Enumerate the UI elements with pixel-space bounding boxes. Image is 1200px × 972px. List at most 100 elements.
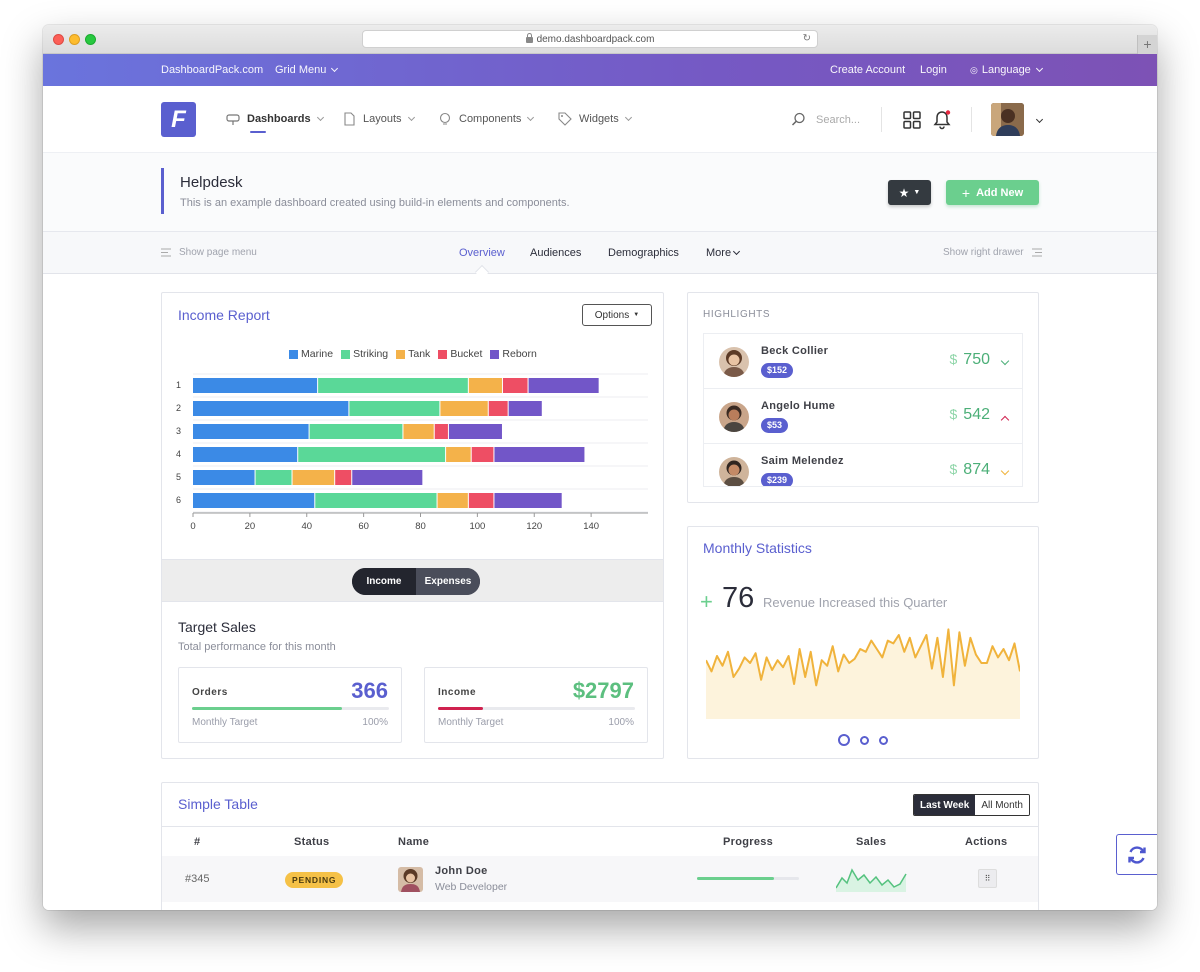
highlight-name: Saim Melendez <box>761 455 844 467</box>
browser-titlebar: demo.dashboardpack.com ↻ + <box>43 25 1157 54</box>
user-avatar[interactable] <box>991 103 1024 136</box>
page-title: Helpdesk <box>180 174 243 191</box>
grid-apps-icon[interactable] <box>903 111 921 129</box>
refresh-floating-button[interactable] <box>1116 834 1157 875</box>
header-search[interactable]: Search... <box>791 112 860 127</box>
carousel-dot[interactable] <box>860 735 869 745</box>
login-link[interactable]: Login <box>920 64 947 76</box>
lock-icon <box>525 33 533 43</box>
monthly-statistics-title: Monthly Statistics <box>703 540 812 556</box>
income-toggle-button[interactable]: Income <box>352 568 416 595</box>
income-target-label: Monthly Target <box>438 717 504 728</box>
chevron-down-icon <box>316 113 324 121</box>
chevron-down-icon[interactable] <box>1035 115 1044 124</box>
legend-item[interactable]: Marine <box>289 348 333 360</box>
avatar-photo <box>398 867 423 892</box>
table-row[interactable]: #345 PENDING John Doe Web Developer ⠿ <box>162 856 1038 902</box>
highlights-card: HIGHLIGHTS Beck Collier $152 $750 Angelo… <box>687 292 1039 503</box>
search-icon <box>791 112 805 126</box>
minimize-window-button[interactable] <box>69 34 80 45</box>
options-button[interactable]: Options ▼ <box>582 304 652 326</box>
orders-target-percent: 100% <box>362 717 388 728</box>
bar-segment <box>193 493 315 508</box>
brand-link[interactable]: DashboardPack.com <box>161 64 264 76</box>
search-placeholder: Search... <box>816 113 861 126</box>
chevron-down-icon <box>1000 356 1010 366</box>
tab-demographics[interactable]: Demographics <box>608 247 679 259</box>
nav-layouts-label: Layouts <box>363 113 402 125</box>
show-page-menu-button[interactable]: Show page menu <box>161 247 257 258</box>
bell-icon[interactable] <box>933 109 953 130</box>
caret-down-icon: ▼ <box>913 189 921 196</box>
highlight-name: Beck Collier <box>761 345 829 357</box>
y-tick-label: 3 <box>176 426 181 436</box>
sparkline-line <box>706 628 1020 687</box>
bar-segment <box>403 424 434 439</box>
new-tab-button[interactable]: + <box>1137 35 1157 54</box>
nav-layouts[interactable]: Layouts <box>342 112 415 126</box>
tab-more[interactable]: More <box>706 247 741 259</box>
favorite-dropdown-button[interactable]: ★ ▼ <box>888 180 931 205</box>
legend-label: Marine <box>301 348 334 360</box>
currency-symbol: $ <box>949 461 958 477</box>
address-bar[interactable]: demo.dashboardpack.com ↻ <box>362 30 818 48</box>
bar-segment <box>434 424 448 439</box>
orders-label: Orders <box>192 687 228 698</box>
bar-segment <box>437 493 468 508</box>
dots-icon: ⠿ <box>984 874 991 883</box>
close-window-button[interactable] <box>53 34 64 45</box>
income-stat: Income $2797 Monthly Target 100% <box>424 667 648 743</box>
grid-menu-dropdown[interactable]: Grid Menu <box>275 64 339 76</box>
create-account-link[interactable]: Create Account <box>830 64 906 76</box>
carousel-dot[interactable] <box>879 735 888 745</box>
legend-swatch <box>341 349 351 359</box>
row-progress-track <box>697 877 799 880</box>
highlight-badge: $152 <box>761 363 794 378</box>
show-right-drawer-label: Show right drawer <box>943 247 1024 258</box>
logo[interactable]: F <box>161 102 196 137</box>
legend-item[interactable]: Reborn <box>490 348 537 360</box>
show-right-drawer-button[interactable]: Show right drawer <box>943 247 1042 258</box>
carousel-dot[interactable] <box>838 734 850 746</box>
legend-item[interactable]: Bucket <box>438 348 482 360</box>
legend-label: Tank <box>408 348 431 360</box>
highlight-item[interactable]: Angelo Hume $53 $542 <box>704 389 1022 444</box>
row-actions-button[interactable]: ⠿ <box>978 869 997 888</box>
income-report-card: Income Report Options ▼ Marine Striking Tan… <box>161 292 664 759</box>
bar-segment <box>193 447 298 462</box>
bar-segment <box>255 470 292 485</box>
reload-icon[interactable]: ↻ <box>802 33 811 44</box>
legend-item[interactable]: Striking <box>341 348 388 360</box>
last-week-button[interactable]: Last Week <box>914 795 976 815</box>
legend-label: Bucket <box>450 348 483 360</box>
y-tick-label: 4 <box>176 449 181 459</box>
bar-segment <box>471 447 494 462</box>
bar-segment <box>488 401 508 416</box>
nav-widgets[interactable]: Widgets <box>558 112 632 126</box>
bar-segment <box>315 493 437 508</box>
dashboard-content: Income Report Options ▼ Marine Striking Tan… <box>43 274 1157 910</box>
add-new-button[interactable]: + Add New <box>946 180 1039 205</box>
amount-value: 874 <box>963 461 990 478</box>
avatar-photo <box>719 402 749 432</box>
highlight-item[interactable]: Beck Collier $152 $750 <box>704 334 1022 389</box>
orders-progress-track <box>192 707 389 710</box>
chevron-down-icon <box>1000 466 1010 476</box>
highlight-item[interactable]: Saim Melendez $239 $874 <box>704 444 1022 486</box>
increase-sign: + <box>700 589 713 614</box>
language-dropdown[interactable]: ◎ Language <box>970 64 1043 76</box>
tab-audiences[interactable]: Audiences <box>530 247 582 259</box>
maximize-window-button[interactable] <box>85 34 96 45</box>
highlight-amount: $750 <box>950 351 991 369</box>
all-month-button[interactable]: All Month <box>975 795 1029 815</box>
highlight-badge: $53 <box>761 418 789 433</box>
revenue-sparkline <box>706 628 1020 719</box>
legend-item[interactable]: Tank <box>396 348 430 360</box>
bar-segment <box>335 470 352 485</box>
nav-dashboards[interactable]: Dashboards <box>226 112 324 133</box>
expenses-toggle-button[interactable]: Expenses <box>416 568 480 595</box>
legend-label: Striking <box>353 348 389 360</box>
nav-components[interactable]: Components <box>438 112 535 126</box>
tab-overview[interactable]: Overview <box>459 247 505 259</box>
bar-segment <box>440 401 488 416</box>
